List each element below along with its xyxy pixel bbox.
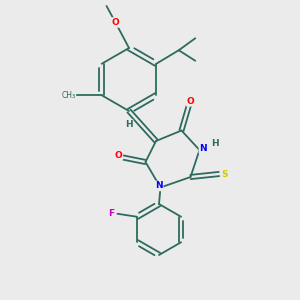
- Text: O: O: [187, 97, 194, 106]
- Text: N: N: [199, 144, 207, 153]
- Text: N: N: [155, 182, 163, 190]
- Text: CH₃: CH₃: [62, 91, 76, 100]
- Text: F: F: [108, 209, 115, 218]
- Text: O: O: [115, 151, 122, 160]
- Text: H: H: [211, 139, 218, 148]
- Text: O: O: [112, 18, 119, 27]
- Text: S: S: [222, 169, 228, 178]
- Text: H: H: [125, 120, 133, 129]
